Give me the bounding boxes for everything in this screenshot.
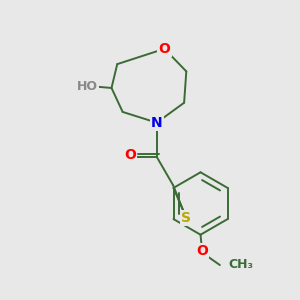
Text: N: N: [151, 116, 163, 130]
Text: O: O: [158, 42, 170, 56]
Text: HO: HO: [77, 80, 98, 93]
Text: O: O: [124, 148, 136, 162]
Text: S: S: [182, 211, 191, 225]
Text: O: O: [196, 244, 208, 258]
Text: CH₃: CH₃: [228, 258, 253, 271]
